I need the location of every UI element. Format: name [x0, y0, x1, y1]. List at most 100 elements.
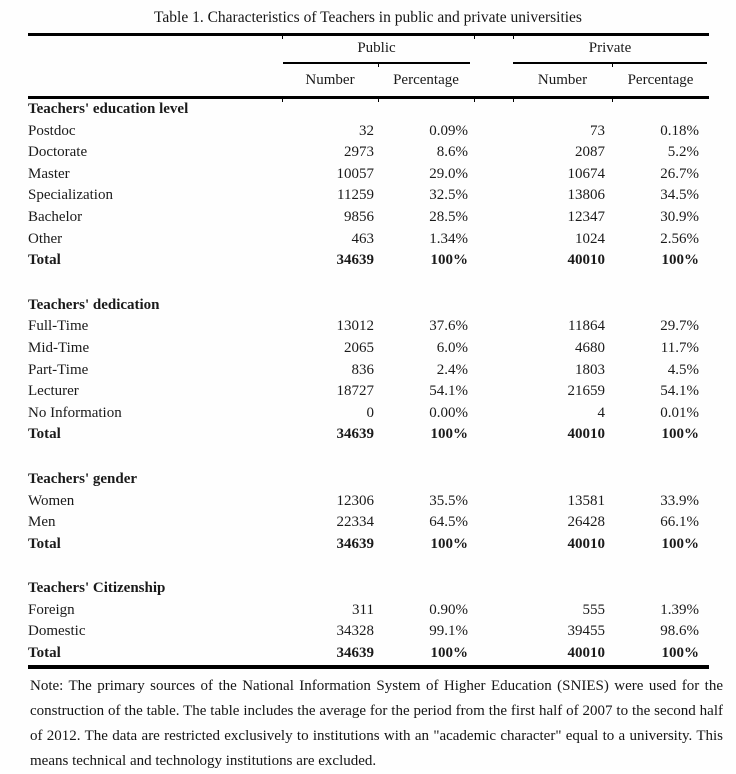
- cell-public-percentage: 8.6%: [436, 144, 468, 161]
- border-tick: [513, 99, 514, 102]
- gap-cell: [474, 491, 513, 513]
- cell-public-percentage: 54.1%: [429, 383, 468, 400]
- cell-public-percentage: 29.0%: [429, 165, 468, 182]
- cell-public-number: 32: [359, 122, 374, 139]
- cell-private-percentage: 100%: [661, 535, 700, 552]
- gap-cell: [474, 403, 513, 425]
- border-tick: [474, 99, 475, 102]
- table-row: Total 34639 100% 40010 100%: [28, 424, 709, 446]
- cell-private-percentage: 100%: [661, 252, 700, 269]
- cell-private-number: 40010: [567, 535, 606, 552]
- cell-public-number: 311: [352, 601, 374, 618]
- cell-public-percentage: 35.5%: [429, 492, 468, 509]
- cell-private-number: 12347: [567, 208, 606, 225]
- row-label: Foreign: [28, 601, 75, 618]
- cell-private-percentage: 100%: [661, 426, 700, 443]
- row-label: No Information: [28, 404, 122, 421]
- border-tick: [282, 99, 283, 102]
- gap-cell: [474, 621, 513, 643]
- table-row: Domestic 34328 99.1% 39455 98.6%: [28, 621, 709, 643]
- cell-public-percentage: 100%: [430, 426, 469, 443]
- cell-private-percentage: 100%: [661, 645, 700, 662]
- cell-private-number: 26428: [567, 514, 606, 531]
- cell-public-number: 10057: [336, 165, 375, 182]
- cell-private-percentage: 29.7%: [660, 318, 699, 335]
- border-tick: [612, 64, 613, 67]
- header-public-number: Number: [305, 72, 355, 88]
- cell-private-percentage: 11.7%: [660, 339, 699, 356]
- border-tick: [282, 36, 283, 39]
- row-label: Other: [28, 230, 63, 247]
- cell-public-percentage: 6.0%: [436, 339, 468, 356]
- cell-public-percentage: 100%: [430, 535, 469, 552]
- row-label: Lecturer: [28, 383, 79, 400]
- cell-private-number: 21659: [567, 383, 606, 400]
- gap-cell: [474, 229, 513, 251]
- section-spacer: [28, 272, 709, 295]
- cell-private-percentage: 0.01%: [660, 404, 699, 421]
- cell-private-number: 4680: [575, 339, 605, 356]
- border-tick: [378, 99, 379, 102]
- cell-public-number: 34639: [336, 252, 375, 269]
- gap-cell: [474, 250, 513, 272]
- cell-public-number: 12306: [336, 492, 375, 509]
- cell-private-percentage: 26.7%: [660, 165, 699, 182]
- row-label: Master: [28, 165, 70, 182]
- table-row: Foreign 311 0.90% 555 1.39%: [28, 600, 709, 622]
- row-label: Women: [28, 492, 75, 509]
- section-header-label: Teachers' dedication: [28, 296, 160, 313]
- cell-public-number: 34639: [336, 645, 375, 662]
- table-row: Master 10057 29.0% 10674 26.7%: [28, 164, 709, 186]
- gap-cell: [474, 164, 513, 186]
- cell-private-number: 10674: [567, 165, 606, 182]
- gap-cell: [474, 534, 513, 556]
- cell-public-percentage: 37.6%: [429, 318, 468, 335]
- gap-column: [474, 69, 513, 91]
- cell-private-percentage: 54.1%: [660, 383, 699, 400]
- cell-public-number: 34639: [336, 426, 375, 443]
- cell-public-number: 0: [366, 404, 375, 421]
- cell-public-number: 11259: [337, 187, 374, 204]
- header-private-percentage: Percentage: [627, 72, 694, 88]
- header-rule: [28, 96, 709, 99]
- gap-cell: [474, 424, 513, 446]
- cell-private-percentage: 0.18%: [660, 122, 699, 139]
- table-row: Full-Time 13012 37.6% 11864 29.7%: [28, 316, 709, 338]
- gap-cell: [474, 185, 513, 207]
- cell-public-number: 836: [351, 361, 375, 378]
- row-label: Total: [28, 426, 61, 443]
- section-spacer: [28, 555, 709, 578]
- section-header: Teachers' dedication: [28, 295, 709, 317]
- cell-public-number: 13012: [336, 318, 375, 335]
- gap-cell: [474, 207, 513, 229]
- public-group-underline: [283, 62, 470, 64]
- characteristics-table: Public Private Number Percentage Number …: [28, 33, 709, 669]
- cell-private-number: 13806: [567, 187, 606, 204]
- cell-private-percentage: 66.1%: [660, 514, 699, 531]
- table-row: Postdoc 32 0.09% 73 0.18%: [28, 121, 709, 143]
- top-rule: [28, 33, 709, 36]
- section-header-label: Teachers' education level: [28, 101, 189, 117]
- row-label: Mid-Time: [28, 339, 90, 356]
- table-header: Public Private Number Percentage Number …: [28, 36, 709, 96]
- column-group-public: Public: [357, 40, 396, 56]
- cell-private-number: 40010: [567, 426, 606, 443]
- table-body: Teachers' education level Postdoc 32 0.0…: [28, 99, 709, 665]
- column-headers: Number Percentage Number Percentage: [28, 69, 709, 91]
- table-row: Part-Time 836 2.4% 1803 4.5%: [28, 360, 709, 382]
- section-header-label: Teachers' gender: [28, 470, 138, 487]
- row-label: Full-Time: [28, 318, 89, 335]
- cell-private-percentage: 30.9%: [660, 208, 699, 225]
- gap-cell: [474, 360, 513, 382]
- gap-cell: [474, 512, 513, 534]
- cell-private-number: 40010: [567, 252, 606, 269]
- table-title: Table 1. Characteristics of Teachers in …: [154, 9, 582, 26]
- cell-public-number: 34639: [336, 535, 375, 552]
- row-label: Postdoc: [28, 122, 76, 139]
- cell-public-percentage: 28.5%: [429, 208, 468, 225]
- gap-cell: [474, 600, 513, 622]
- border-tick: [474, 36, 475, 39]
- cell-public-percentage: 100%: [430, 645, 469, 662]
- cell-public-number: 9856: [344, 208, 374, 225]
